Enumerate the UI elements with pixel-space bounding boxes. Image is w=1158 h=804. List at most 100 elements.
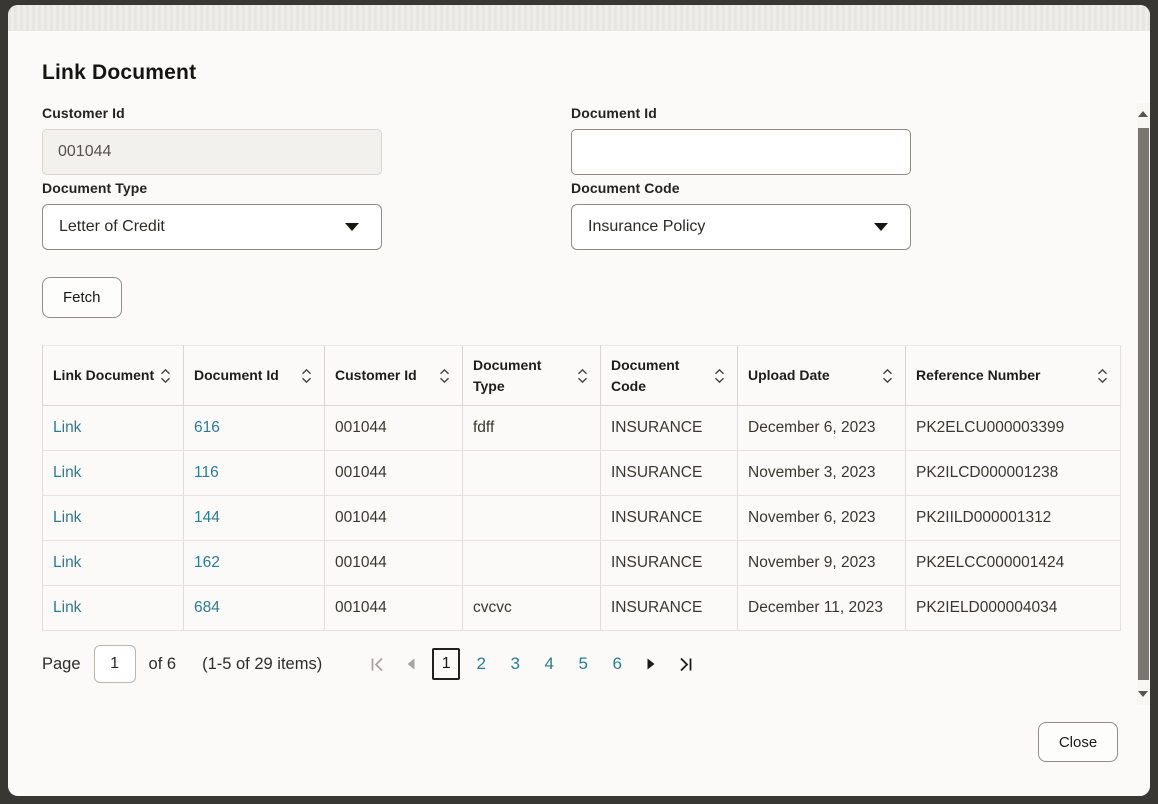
document-type-label: Document Type (42, 180, 148, 196)
documents-table: Link Document Document Id Customer Id Do… (42, 345, 1121, 631)
sort-icon (1098, 368, 1107, 383)
document-id-link[interactable]: 616 (194, 419, 220, 436)
next-page-button[interactable] (636, 647, 666, 681)
pagination-nav: 1 2 3 4 5 6 (360, 647, 702, 681)
document-type-field-group: Document Type Letter of Credit (42, 180, 382, 250)
table-row: Link 116 001044 INSURANCE November 3, 20… (42, 450, 1121, 496)
document-type-cell: cvcvc (462, 585, 601, 631)
table-row: Link 144 001044 INSURANCE November 6, 20… (42, 495, 1121, 541)
upload-date-cell: November 3, 2023 (737, 450, 906, 496)
column-header-document-code[interactable]: Document Code (600, 345, 738, 406)
column-header-link-document[interactable]: Link Document (42, 345, 184, 406)
previous-page-button[interactable] (396, 647, 426, 681)
customer-id-cell: 001044 (324, 540, 463, 586)
document-code-label: Document Code (571, 180, 680, 196)
document-id-link[interactable]: 162 (194, 554, 220, 571)
document-code-cell: INSURANCE (600, 405, 738, 451)
next-page-icon (647, 658, 655, 670)
document-id-link[interactable]: 144 (194, 509, 220, 526)
page-button-2[interactable]: 2 (466, 647, 496, 681)
chevron-down-icon (874, 223, 888, 231)
link-document-link[interactable]: Link (53, 419, 82, 436)
link-document-link[interactable]: Link (53, 554, 82, 571)
search-form: Customer Id Document Id Document Type Le… (42, 105, 1150, 250)
page-title: Link Document (42, 61, 197, 84)
customer-id-input[interactable] (42, 129, 382, 175)
reference-number-cell: PK2ELCC000001424 (905, 540, 1121, 586)
upload-date-cell: December 11, 2023 (737, 585, 906, 631)
page-button-1-current[interactable]: 1 (432, 648, 461, 680)
customer-id-cell: 001044 (324, 495, 463, 541)
page-of-label: of 6 (148, 654, 177, 673)
items-range-label: (1-5 of 29 items) (202, 654, 323, 673)
first-page-button[interactable] (362, 647, 392, 681)
table-row: Link 162 001044 INSURANCE November 9, 20… (42, 540, 1121, 586)
scrollbar-thumb[interactable] (1138, 128, 1149, 680)
document-type-cell: fdff (462, 405, 601, 451)
table-header-row: Link Document Document Id Customer Id Do… (42, 345, 1121, 406)
customer-id-label: Customer Id (42, 105, 125, 121)
document-type-cell (462, 540, 601, 586)
document-code-cell: INSURANCE (600, 585, 738, 631)
scroll-up-icon[interactable] (1138, 111, 1148, 117)
page-number-input[interactable] (93, 645, 136, 683)
column-header-document-type[interactable]: Document Type (462, 345, 601, 406)
dialog-top-strip (8, 5, 1150, 31)
dialog-content: Link Document Customer Id Document Id Do… (8, 61, 1150, 631)
document-type-cell (462, 450, 601, 496)
pagination-bar: Page of 6 (1-5 of 29 items) 1 2 3 4 5 6 (42, 644, 1150, 684)
document-id-link[interactable]: 684 (194, 599, 220, 616)
table-row: Link 684 001044 cvcvc INSURANCE December… (42, 585, 1121, 631)
last-page-button[interactable] (670, 647, 700, 681)
page-label: Page (42, 654, 81, 673)
first-page-icon (371, 657, 383, 671)
link-document-dialog: Link Document Customer Id Document Id Do… (8, 5, 1150, 796)
sort-icon (302, 368, 311, 383)
link-document-link[interactable]: Link (53, 599, 82, 616)
page-button-6[interactable]: 6 (602, 647, 632, 681)
sort-icon (578, 368, 587, 383)
document-type-cell (462, 495, 601, 541)
sort-icon (715, 368, 724, 383)
document-id-input[interactable] (571, 129, 911, 175)
customer-id-field-group: Customer Id (42, 105, 382, 175)
column-header-reference-number[interactable]: Reference Number (905, 345, 1121, 406)
customer-id-cell: 001044 (324, 450, 463, 496)
document-code-field-group: Document Code Insurance Policy (571, 180, 911, 250)
reference-number-cell: PK2ELCU000003399 (905, 405, 1121, 451)
document-id-field-group: Document Id (571, 105, 911, 175)
document-type-selected-value: Letter of Credit (59, 218, 165, 235)
vertical-scrollbar (1137, 103, 1150, 705)
sort-icon (440, 368, 449, 383)
scroll-down-icon[interactable] (1138, 691, 1148, 697)
close-button[interactable]: Close (1038, 722, 1118, 762)
reference-number-cell: PK2IILD000001312 (905, 495, 1121, 541)
document-code-select[interactable]: Insurance Policy (571, 204, 911, 250)
document-type-select[interactable]: Letter of Credit (42, 204, 382, 250)
previous-page-icon (407, 658, 415, 670)
customer-id-cell: 001044 (324, 585, 463, 631)
page-button-4[interactable]: 4 (534, 647, 564, 681)
column-header-document-id[interactable]: Document Id (183, 345, 325, 406)
column-header-customer-id[interactable]: Customer Id (324, 345, 463, 406)
document-code-cell: INSURANCE (600, 540, 738, 586)
customer-id-cell: 001044 (324, 405, 463, 451)
sort-icon (883, 368, 892, 383)
page-button-5[interactable]: 5 (568, 647, 598, 681)
upload-date-cell: December 6, 2023 (737, 405, 906, 451)
chevron-down-icon (345, 223, 359, 231)
document-id-label: Document Id (571, 105, 657, 121)
sort-icon (161, 368, 170, 383)
fetch-button[interactable]: Fetch (42, 277, 122, 318)
reference-number-cell: PK2IELD000004034 (905, 585, 1121, 631)
document-code-cell: INSURANCE (600, 450, 738, 496)
link-document-link[interactable]: Link (53, 509, 82, 526)
table-row: Link 616 001044 fdff INSURANCE December … (42, 405, 1121, 451)
document-id-link[interactable]: 116 (194, 464, 219, 481)
link-document-link[interactable]: Link (53, 464, 82, 481)
document-code-selected-value: Insurance Policy (588, 218, 706, 235)
reference-number-cell: PK2ILCD000001238 (905, 450, 1121, 496)
page-button-3[interactable]: 3 (500, 647, 530, 681)
column-header-upload-date[interactable]: Upload Date (737, 345, 906, 406)
